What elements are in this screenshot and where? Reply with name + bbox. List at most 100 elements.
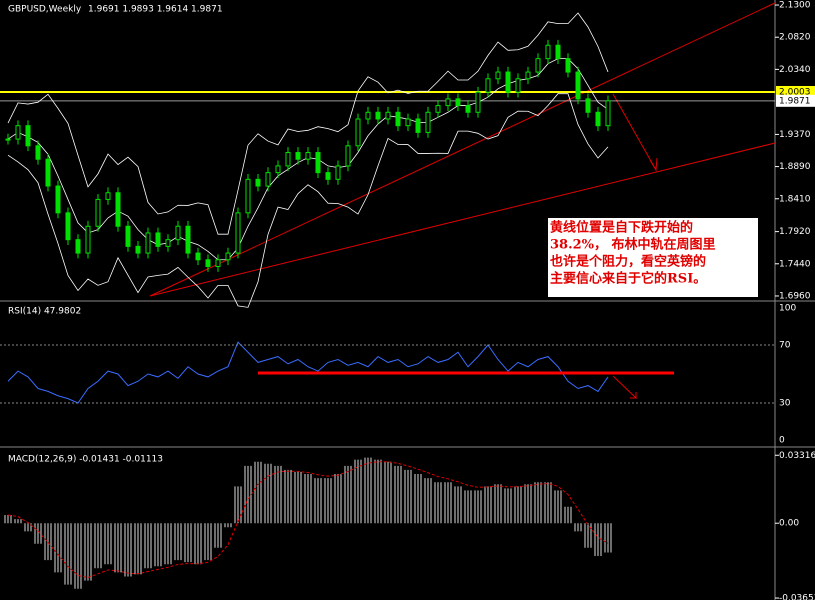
candle-body: [485, 78, 491, 93]
candle-body: [185, 225, 191, 254]
candle-body: [125, 225, 131, 247]
rsi-title: RSI(14) 47.9802: [8, 307, 81, 317]
candle-body: [25, 125, 31, 147]
trend-line: [149, 2, 776, 297]
candle-body: [575, 71, 581, 100]
rsi-line: [7, 341, 609, 404]
rsi-tick-label: 70: [779, 341, 791, 351]
candle-body: [365, 111, 371, 120]
candle-body: [265, 172, 271, 187]
candle-body: [285, 152, 291, 167]
price-tick-label: 1.7440: [779, 259, 811, 269]
candle-body: [525, 71, 531, 80]
price-tick-label: 2.0820: [779, 33, 811, 43]
annotation-line: 也许是个阻力，看空英镑的: [550, 254, 706, 270]
candle-body: [335, 165, 341, 180]
candle-body: [165, 239, 171, 247]
price-tick-label: 1.8890: [779, 162, 811, 172]
price-tick-label: 1.7920: [779, 227, 811, 237]
candle-body: [355, 118, 361, 147]
bollinger-band: [7, 12, 609, 235]
candle-body: [605, 100, 611, 127]
candle-body: [115, 192, 121, 227]
arrow-head: [649, 157, 658, 172]
annotation-box: [548, 218, 758, 297]
candle-body: [385, 111, 391, 120]
candle-body: [5, 138, 11, 141]
price-tick-label: 1.9370: [779, 130, 811, 140]
candle-body: [95, 198, 101, 227]
candle-body: [135, 245, 141, 254]
candle-body: [515, 78, 521, 93]
macd-tick-label: 0.00: [779, 519, 799, 529]
candle-body: [225, 252, 231, 261]
candle-body: [105, 192, 111, 200]
macd-tick-label: -0.03652: [779, 594, 815, 600]
candle-body: [195, 252, 201, 261]
candle-body: [345, 145, 351, 167]
candle-body: [145, 232, 151, 254]
candle-body: [395, 111, 401, 127]
candle-body: [405, 118, 411, 127]
candle-body: [465, 105, 471, 113]
candle-body: [315, 152, 321, 174]
candle-body: [215, 259, 221, 267]
candle-body: [325, 172, 331, 180]
rsi-tick-label: 0: [779, 436, 785, 446]
candle-body: [205, 259, 211, 267]
candle-body: [295, 152, 301, 160]
candle-body: [255, 178, 261, 187]
candle-body: [505, 71, 511, 93]
rsi-arrow: [612, 375, 638, 399]
rsi-tick-label: 30: [779, 399, 791, 409]
candle-body: [435, 105, 441, 113]
candle-body: [425, 111, 431, 133]
macd-signal: [7, 461, 609, 579]
annotation-line: 主要信心来自于它的RSI。: [550, 271, 706, 287]
candle-body: [595, 111, 601, 127]
candle-body: [75, 239, 81, 254]
candle-body: [415, 118, 421, 133]
macd-title: MACD(12,26,9) -0.01431 -0.01113: [8, 455, 163, 465]
candle-body: [535, 58, 541, 73]
candle-body: [555, 44, 561, 60]
price-marker-label: 1.9871: [779, 96, 811, 106]
candle-body: [475, 91, 481, 113]
ohlc-label: 1.9691 1.9893 1.9614 1.9871: [88, 5, 223, 15]
candle-body: [85, 225, 91, 254]
price-tick-label: 2.0340: [779, 65, 811, 75]
price-tick-label: 2.1300: [779, 1, 811, 11]
arrow: [612, 93, 657, 171]
candle-body: [455, 98, 461, 107]
candle-body: [65, 212, 71, 241]
price-tick-label: 1.6960: [779, 291, 811, 301]
bollinger-band: [7, 93, 609, 308]
candle-body: [15, 125, 21, 140]
symbol-label: GBPUSD,Weekly: [8, 5, 82, 15]
candle-body: [275, 165, 281, 174]
candle-body: [545, 44, 551, 60]
candle-body: [495, 71, 501, 80]
candle-body: [175, 225, 181, 241]
price-tick-label: 1.8410: [779, 194, 811, 204]
trend-line: [149, 142, 776, 297]
candle-body: [45, 158, 51, 187]
annotation-line: 黄线位置是自下跌开始的: [550, 220, 693, 236]
rsi-tick-label: 100: [779, 304, 796, 314]
candle-body: [445, 98, 451, 107]
price-marker-box: [776, 94, 815, 107]
candle-body: [375, 111, 381, 120]
candle-body: [565, 58, 571, 73]
annotation-line: 38.2%， 布林中轨在周图里: [550, 237, 716, 253]
candle-body: [155, 232, 161, 247]
macd-tick-label: 0.03316: [779, 451, 815, 461]
candle-body: [235, 212, 241, 254]
candle-body: [245, 178, 251, 214]
candle-body: [585, 98, 591, 113]
candle-body: [35, 145, 41, 160]
price-marker-label: 2.0003: [779, 87, 811, 97]
candle-body: [305, 152, 311, 160]
candle-body: [55, 185, 61, 214]
